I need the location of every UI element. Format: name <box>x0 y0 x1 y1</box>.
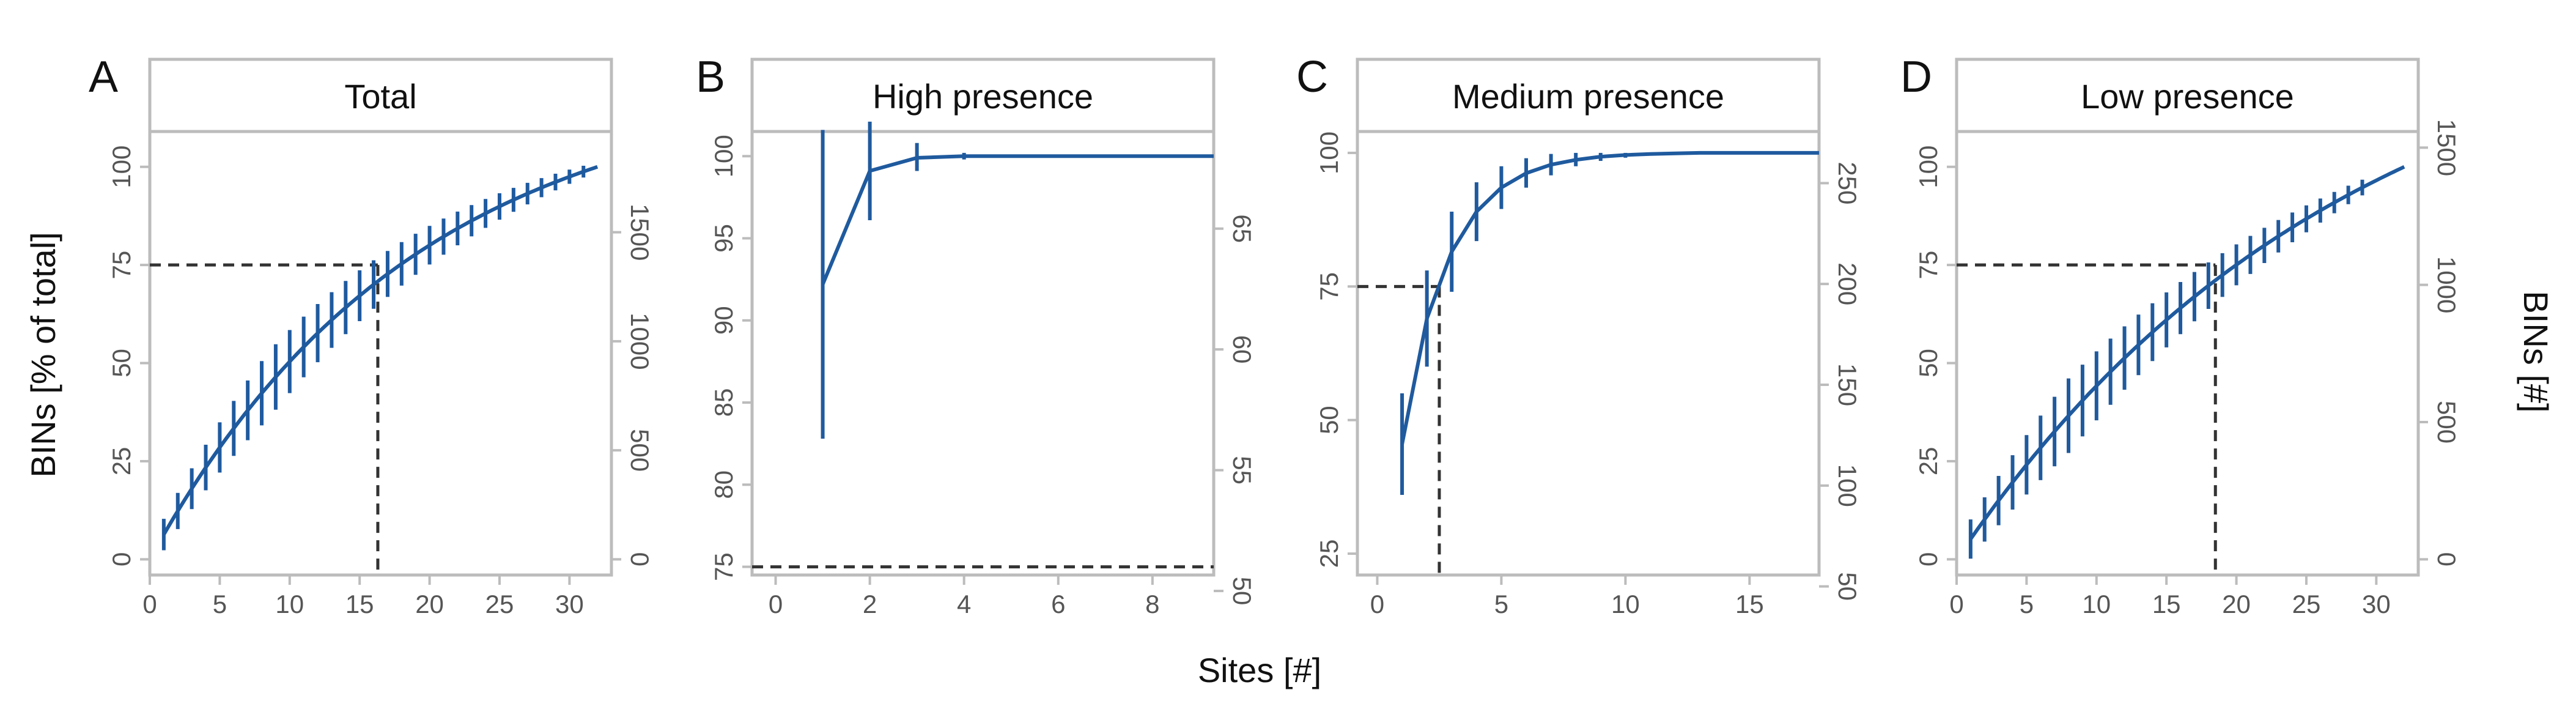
y-tick-label-left: 0 <box>1914 552 1943 566</box>
accumulation-curve <box>821 154 1214 285</box>
x-tick-label: 10 <box>275 590 304 618</box>
x-tick-label: 20 <box>415 590 444 618</box>
x-tick-label: 0 <box>1370 590 1384 618</box>
x-tick-label: 0 <box>1949 590 1963 618</box>
y-tick-label-left: 50 <box>1914 349 1943 377</box>
panel-c: Medium presence C 0 5 10 15 25 50 75 100 50 100 150 2… <box>1296 53 1862 618</box>
accumulation-curve <box>162 165 599 536</box>
y-tick-label-left: 100 <box>1914 146 1943 188</box>
x-tick-label: 25 <box>2292 590 2321 618</box>
accumulation-curve <box>1400 150 1819 445</box>
x-tick-label: 10 <box>2082 590 2111 618</box>
y-tick-label-left: 50 <box>1315 406 1343 434</box>
x-tick-label: 2 <box>863 590 877 618</box>
accumulation-curve <box>1969 165 2405 540</box>
y-tick-label-left: 75 <box>1914 251 1943 280</box>
x-tick-label: 0 <box>142 590 157 618</box>
y-axis-label-right: BINs [#] <box>2517 291 2555 412</box>
panel-letter: C <box>1296 53 1328 102</box>
y-tick-label-left: 90 <box>709 306 738 335</box>
y-tick-label-right: 0 <box>626 552 654 566</box>
panel-b: High presence B 0 2 4 6 8 75 80 85 90 95 100 50 55 60 65 <box>696 53 1257 618</box>
x-tick-label: 8 <box>1145 590 1159 618</box>
x-tick-label: 30 <box>555 590 584 618</box>
panel-frame <box>750 58 1216 577</box>
x-tick-label: 30 <box>2362 590 2391 618</box>
y-tick-label-left: 95 <box>709 224 738 253</box>
y-tick-label-left: 80 <box>709 470 738 499</box>
y-tick-label-right: 250 <box>1833 161 1862 204</box>
panel-letter: A <box>89 53 118 102</box>
y-tick-label-right: 60 <box>1228 335 1257 364</box>
y-tick-label-right: 1500 <box>2432 119 2461 176</box>
y-tick-label-right: 1000 <box>2432 256 2461 313</box>
x-tick-label: 0 <box>769 590 783 618</box>
panel-letter: B <box>696 53 725 102</box>
y-tick-label-right: 150 <box>1833 363 1862 406</box>
y-tick-label-right: 55 <box>1228 456 1257 484</box>
x-tick-label: 6 <box>1051 590 1065 618</box>
y-tick-label-right: 1000 <box>626 313 654 369</box>
y-tick-label-right: 1500 <box>626 204 654 261</box>
panel-title: Total <box>344 77 416 116</box>
panel-title: High presence <box>873 77 1093 116</box>
y-tick-label-left: 0 <box>107 552 136 566</box>
y-tick-label-left: 25 <box>107 447 136 476</box>
panel-title: Medium presence <box>1452 77 1724 116</box>
y-tick-label-left: 25 <box>1914 447 1943 476</box>
y-tick-label-right: 65 <box>1228 214 1257 243</box>
y-tick-label-left: 100 <box>107 146 136 188</box>
x-tick-label: 5 <box>2020 590 2034 618</box>
y-tick-label-left: 50 <box>107 349 136 377</box>
y-tick-label-left: 100 <box>709 135 738 177</box>
x-tick-label: 5 <box>213 590 227 618</box>
x-tick-label: 4 <box>957 590 971 618</box>
y-tick-label-right: 500 <box>2432 401 2461 444</box>
x-tick-label: 25 <box>485 590 514 618</box>
x-tick-label: 15 <box>345 590 374 618</box>
x-tick-label: 20 <box>2222 590 2251 618</box>
y-tick-label-right: 500 <box>626 429 654 472</box>
x-tick-label: 15 <box>1735 590 1764 618</box>
y-tick-label-right: 200 <box>1833 262 1862 305</box>
panel-frame <box>1955 58 2420 577</box>
y-axis-label-left: BINs [% of total] <box>24 232 62 478</box>
y-tick-label-right: 100 <box>1833 464 1862 507</box>
y-tick-label-left: 25 <box>1315 540 1343 568</box>
panel-title: Low presence <box>2081 77 2294 116</box>
panel-letter: D <box>1900 53 1932 102</box>
y-tick-label-right: 50 <box>1833 572 1862 601</box>
y-tick-label-left: 85 <box>709 388 738 417</box>
y-tick-label-left: 75 <box>107 251 136 280</box>
y-tick-label-right: 50 <box>1228 577 1257 606</box>
panel-frame <box>148 58 613 577</box>
panel-frame <box>1356 58 1821 577</box>
y-tick-label-left: 75 <box>1315 272 1343 301</box>
x-tick-label: 15 <box>2152 590 2181 618</box>
y-tick-label-left: 75 <box>709 552 738 581</box>
x-tick-label: 10 <box>1611 590 1640 618</box>
x-tick-label: 5 <box>1494 590 1508 618</box>
y-tick-label-right: 0 <box>2432 552 2461 566</box>
x-axis-label-shared: Sites [#] <box>1198 651 1321 689</box>
y-tick-label-left: 100 <box>1315 132 1343 174</box>
